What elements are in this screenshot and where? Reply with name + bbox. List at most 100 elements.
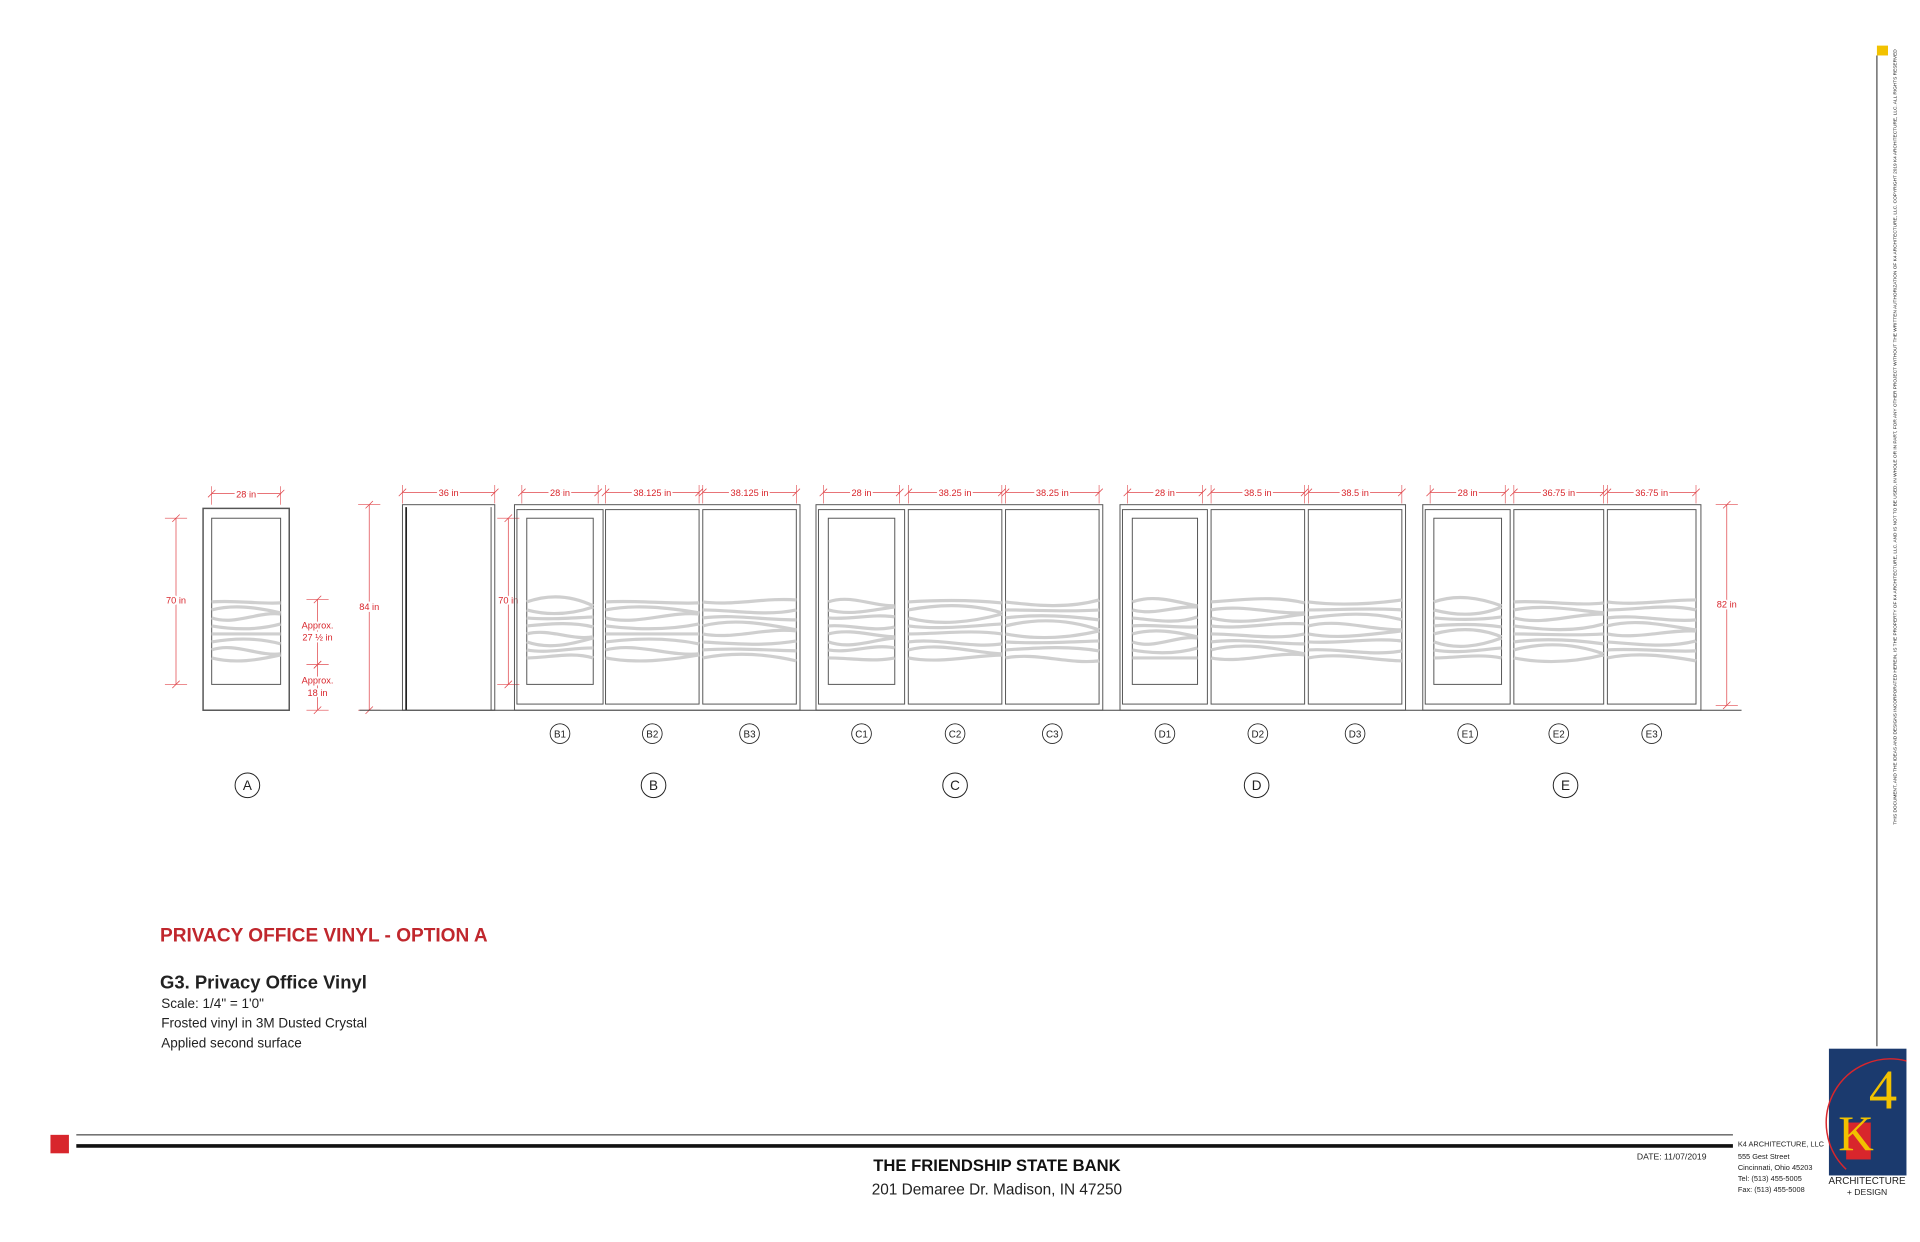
vinyl-band [1005,619,1100,632]
tag-bubble [739,723,760,744]
vinyl-band [702,620,797,632]
logo-text: + DESIGN [1847,1187,1887,1197]
vinyl-band [1607,653,1697,663]
vinyl-band [702,597,797,605]
panel [1121,509,1208,705]
vinyl-band [1308,654,1402,663]
panel-tag: B1 [554,729,566,740]
vinyl-band [1210,621,1305,629]
group-tag: D [1252,778,1262,793]
dimension-label: 70 in [166,596,186,606]
vinyl-band [1513,605,1604,615]
tag-bubble [944,723,966,744]
vinyl-band [526,595,594,608]
panel-tag: E3 [1646,729,1659,740]
vinyl-band [1005,614,1100,622]
vinyl-band [1433,605,1503,616]
dimension-label: 38.25 in [939,488,972,498]
vinyl-band [1513,612,1604,623]
red-square [50,1134,69,1154]
vinyl-band [827,636,895,647]
vinyl-band [1607,605,1697,612]
panel-tag: C3 [1046,729,1059,740]
vinyl-band [1513,599,1604,606]
vinyl-band [1132,646,1198,655]
vinyl-band [1513,622,1605,632]
panel [516,509,604,705]
tag-bubble [1243,772,1270,799]
vinyl-band [1005,608,1100,613]
vinyl-band [1308,638,1403,644]
dimension-label: 38.25 in [1036,488,1069,498]
vinyl-band [1131,629,1198,639]
vinyl-band [1513,638,1604,646]
vinyl-band [526,636,594,648]
firm-line: 555 Gest Street [1738,1152,1790,1161]
vinyl-band [1005,598,1100,608]
vinyl-band [1513,643,1605,656]
dimension-label: 28 in [236,489,256,499]
vinyl-band [526,653,594,660]
vinyl-band [605,645,700,656]
dimension-label: 70 in [498,596,518,606]
vinyl-band [526,646,594,653]
tag-bubble [1552,772,1579,799]
vinyl-band [211,637,282,646]
tag-bubble [1641,723,1662,744]
dimension-label: 28 in [1155,488,1175,498]
vinyl-band [1606,620,1697,632]
dimension-label: 36 in [439,488,459,498]
vinyl-band [827,597,895,608]
tag-bubble [942,772,968,799]
vinyl-band [1211,632,1305,639]
tag-bubble [642,723,663,744]
vinyl-band [702,628,797,638]
tag-bubble [234,772,261,799]
vinyl-band [1607,615,1697,622]
panel-tag: D2 [1252,729,1265,740]
vinyl-band [1513,653,1605,664]
vinyl-band [908,653,1002,662]
glass-panel [605,509,700,705]
vinyl-band [1308,598,1403,606]
note: Applied second surface [161,1035,302,1050]
vinyl-band [908,630,1003,636]
vinyl-band [211,612,281,622]
vinyl-band [1308,629,1402,639]
note: Frosted vinyl in 3M Dusted Crystal [161,1016,367,1031]
dimension-label: 36.75 in [1542,488,1575,498]
panel-tag: D1 [1159,729,1172,740]
tag-bubble [640,772,667,799]
panel-tag: D3 [1349,729,1362,740]
vinyl-band [827,605,895,615]
vinyl-band [526,630,594,640]
vinyl-band [211,645,281,656]
tag-bubble [1548,723,1570,744]
panel-tag: B3 [744,729,757,740]
vinyl-band [1132,623,1198,629]
glass-panel [1005,509,1100,705]
logo-mark: 4 [1869,1059,1897,1121]
vinyl-band [828,624,896,631]
vinyl-band [1433,636,1503,648]
vinyl-band [1308,648,1403,655]
vinyl-band [1131,605,1198,614]
dimension-label: 27 ½ in [302,633,332,643]
vinyl-band [1132,615,1199,623]
vinyl-band [1607,598,1697,605]
dimension-label: 38.125 in [731,488,769,498]
vinyl-band [702,647,797,653]
glass-panel [1307,509,1403,705]
sheet-title: PRIVACY OFFICE VINYL - OPTION A [160,926,488,947]
dimension-label: 84 in [359,602,379,612]
vinyl-band [605,605,700,615]
vinyl-band [1005,654,1100,664]
dimension-label: Approx. [302,620,334,630]
vinyl-band [1433,622,1502,629]
vinyl-band [1307,621,1402,632]
vinyl-band [908,603,1003,615]
copyright: THIS DOCUMENT, AND THE IDEAS AND DESIGNS… [1893,49,1899,825]
panel-tag: E1 [1462,729,1474,740]
vinyl-band [907,612,1003,624]
vinyl-band [1005,646,1100,653]
